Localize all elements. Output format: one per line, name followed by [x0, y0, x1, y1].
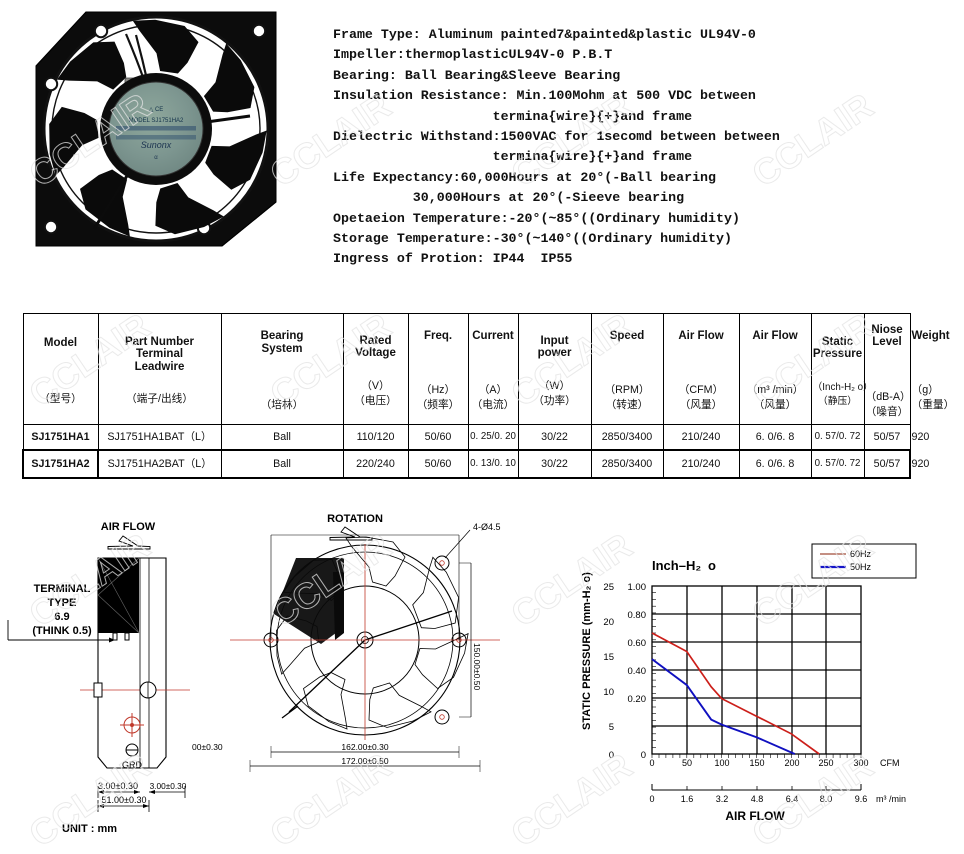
svg-text:MODEL SJ1751HA2: MODEL SJ1751HA2 [129, 118, 184, 124]
svg-text:00±0.30: 00±0.30 [192, 742, 223, 752]
svg-text:o: o [708, 558, 716, 573]
svg-text:50: 50 [682, 758, 692, 768]
svg-text:6.4: 6.4 [786, 794, 799, 804]
svg-text:α: α [154, 155, 158, 161]
svg-text:TERMINAL: TERMINAL [34, 583, 91, 595]
svg-text:(THINK 0.5): (THINK 0.5) [32, 625, 92, 637]
svg-text:ROTATION: ROTATION [327, 513, 383, 525]
svg-text:6.9: 6.9 [54, 611, 69, 623]
svg-text:UNIT : mm: UNIT : mm [62, 823, 117, 835]
svg-text:Sunonx: Sunonx [141, 140, 172, 150]
svg-text:15: 15 [603, 652, 614, 663]
svg-text:CFM: CFM [880, 758, 900, 768]
svg-text:0.60: 0.60 [628, 638, 647, 649]
svg-text:250: 250 [818, 758, 833, 768]
svg-text:150.00±0.50: 150.00±0.50 [472, 643, 482, 690]
svg-text:150: 150 [749, 758, 764, 768]
svg-text:200: 200 [784, 758, 799, 768]
svg-text:20: 20 [603, 617, 614, 628]
svg-text:0: 0 [649, 758, 654, 768]
svg-text:AIR FLOW: AIR FLOW [101, 521, 156, 533]
svg-text:3.00±0.30: 3.00±0.30 [150, 781, 187, 791]
svg-text:172.00±0.50: 172.00±0.50 [341, 756, 388, 766]
svg-text:10: 10 [603, 687, 614, 698]
svg-text:51.00±0.30: 51.00±0.30 [102, 795, 147, 805]
svg-text:162.00±0.30: 162.00±0.30 [341, 742, 388, 752]
svg-text:0: 0 [649, 794, 654, 804]
svg-text:STATIC PRESSURE (mm-H₂ o): STATIC PRESSURE (mm-H₂ o) [581, 572, 593, 730]
svg-text:0: 0 [609, 750, 614, 761]
svg-text:9.6: 9.6 [855, 794, 868, 804]
svg-text:4.8: 4.8 [751, 794, 764, 804]
svg-text:100: 100 [714, 758, 729, 768]
svg-text:0.80: 0.80 [628, 610, 647, 621]
svg-text:GRD: GRD [122, 760, 143, 770]
svg-text:m³ /min: m³ /min [876, 794, 906, 804]
svg-text:60Hz: 60Hz [850, 549, 872, 559]
svg-text:1.00: 1.00 [628, 582, 647, 593]
svg-text:AIR FLOW: AIR FLOW [725, 809, 785, 823]
svg-text:5: 5 [609, 722, 614, 733]
svg-text:Inch–H₂: Inch–H₂ [652, 558, 701, 573]
svg-text:3.2: 3.2 [716, 794, 729, 804]
svg-text:8.0: 8.0 [820, 794, 833, 804]
svg-text:0: 0 [641, 750, 646, 761]
svg-text:0.20: 0.20 [628, 694, 647, 705]
svg-text:4-Ø4.5: 4-Ø4.5 [473, 522, 501, 532]
svg-text:50Hz: 50Hz [850, 562, 872, 572]
svg-text:300: 300 [853, 758, 868, 768]
svg-text:TYPE: TYPE [48, 597, 77, 609]
svg-text:25: 25 [603, 582, 614, 593]
svg-text:1.6: 1.6 [681, 794, 694, 804]
svg-text:3.00±0.30: 3.00±0.30 [98, 781, 138, 791]
svg-text:△ CE: △ CE [149, 107, 164, 113]
svg-text:0.40: 0.40 [628, 666, 647, 677]
